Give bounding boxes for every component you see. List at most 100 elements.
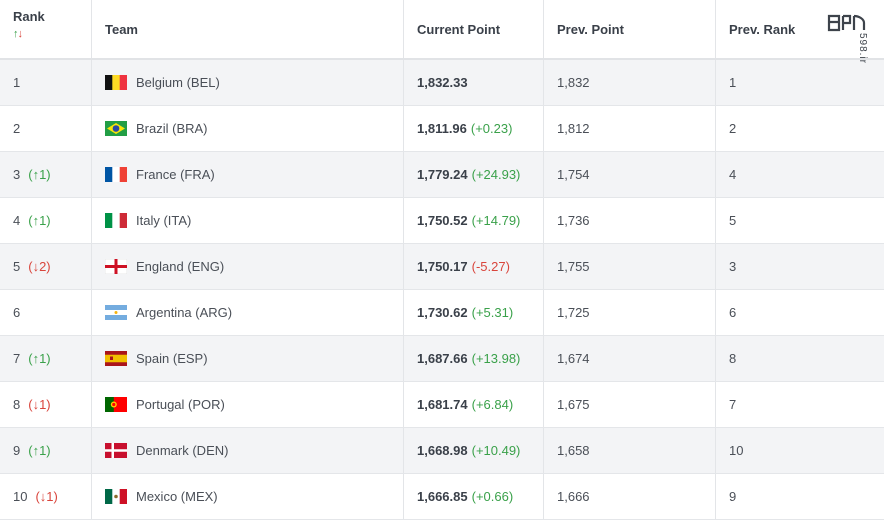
prev-rank-cell: 6 bbox=[729, 305, 737, 320]
header-prev-rank[interactable]: Prev. Rank 598.ir bbox=[716, 0, 884, 64]
current-point: 1,687.66 bbox=[417, 351, 468, 366]
team-cell[interactable]: Argentina (ARG) bbox=[92, 290, 404, 335]
watermark-text: 598.ir bbox=[857, 33, 868, 65]
current-point-cell: 1,730.62 (+5.31) bbox=[404, 290, 544, 335]
bel-flag-icon bbox=[105, 75, 127, 90]
header-prev-point[interactable]: Prev. Point bbox=[544, 0, 716, 58]
current-point: 1,811.96 bbox=[417, 121, 467, 136]
rank-value: 5 bbox=[13, 259, 21, 274]
table-row[interactable]: 1 Belgium (BEL) 1,832.33 1,832 1 bbox=[0, 60, 884, 106]
sort-arrows-icon[interactable]: ↑↓ bbox=[13, 28, 23, 40]
table-row[interactable]: 9 (↑1) Denmark (DEN) 1,668.98 (+10.49) 1,658 1… bbox=[0, 428, 884, 474]
team-name: England (ENG) bbox=[136, 259, 225, 274]
point-delta: (+5.31) bbox=[471, 305, 514, 320]
current-point: 1,779.24 bbox=[417, 167, 468, 182]
arg-flag-icon bbox=[105, 305, 127, 320]
current-point: 1,750.17 bbox=[417, 259, 468, 274]
current-point-cell: 1,750.17 (-5.27) bbox=[404, 244, 544, 289]
rank-cell: 1 bbox=[0, 60, 92, 105]
team-cell[interactable]: Italy (ITA) bbox=[92, 198, 404, 243]
rank-cell: 8 (↓1) bbox=[0, 382, 92, 427]
team-cell[interactable]: Denmark (DEN) bbox=[92, 428, 404, 473]
prev-point-cell: 1,812 bbox=[544, 106, 716, 151]
header-rank[interactable]: Rank ↑↓ bbox=[0, 0, 92, 58]
current-point: 1,668.98 bbox=[417, 443, 468, 458]
team-name: France (FRA) bbox=[136, 167, 215, 182]
team-cell[interactable]: Mexico (MEX) bbox=[92, 474, 404, 519]
team-cell[interactable]: France (FRA) bbox=[92, 152, 404, 197]
rank-cell: 6 bbox=[0, 290, 92, 335]
prev-rank-cell: 9 bbox=[729, 489, 737, 504]
team-name: Portugal (POR) bbox=[136, 397, 225, 412]
rank-change: (↑1) bbox=[28, 213, 51, 228]
point-delta: (+0.66) bbox=[471, 489, 514, 504]
prev-point-cell: 1,666 bbox=[544, 474, 716, 519]
table-row[interactable]: 10 (↓1) Mexico (MEX) 1,666.85 (+0.66) 1,666 9 bbox=[0, 474, 884, 520]
point-delta: (+14.79) bbox=[471, 213, 521, 228]
point-delta: (+6.84) bbox=[471, 397, 514, 412]
table-row[interactable]: 8 (↓1) Portugal (POR) 1,681.74 (+6.84) 1,675 7 bbox=[0, 382, 884, 428]
prev-rank-cell: 7 bbox=[729, 397, 737, 412]
header-team[interactable]: Team bbox=[92, 0, 404, 58]
header-prev-rank-label: Prev. Rank bbox=[729, 21, 796, 37]
rank-change: (↑1) bbox=[28, 167, 51, 182]
table-row[interactable]: 2 Brazil (BRA) 1,811.96 (+0.23) 1,812 2 bbox=[0, 106, 884, 152]
esp-flag-icon bbox=[105, 351, 127, 366]
rank-value: 9 bbox=[13, 443, 21, 458]
rank-cell: 9 (↑1) bbox=[0, 428, 92, 473]
rank-change: (↓2) bbox=[28, 259, 51, 274]
table-row[interactable]: 5 (↓2) England (ENG) 1,750.17 (-5.27) 1,755 3 bbox=[0, 244, 884, 290]
table-row[interactable]: 3 (↑1) France (FRA) 1,779.24 (+24.93) 1,754 4 bbox=[0, 152, 884, 198]
prev-rank-cell: 8 bbox=[729, 351, 737, 366]
table-body: 1 Belgium (BEL) 1,832.33 1,832 1 2 Brazil (BRA… bbox=[0, 60, 884, 520]
prev-point-cell: 1,736 bbox=[544, 198, 716, 243]
team-cell[interactable]: England (ENG) bbox=[92, 244, 404, 289]
current-point-cell: 1,832.33 bbox=[404, 60, 544, 105]
table-row[interactable]: 6 Argentina (ARG) 1,730.62 (+5.31) 1,725 6 bbox=[0, 290, 884, 336]
table-row[interactable]: 4 (↑1) Italy (ITA) 1,750.52 (+14.79) 1,736 5 bbox=[0, 198, 884, 244]
header-current-point[interactable]: Current Point bbox=[404, 0, 544, 58]
team-name: Argentina (ARG) bbox=[136, 305, 233, 320]
ita-flag-icon bbox=[105, 213, 127, 228]
rank-change: (↓1) bbox=[28, 397, 51, 412]
eng-flag-icon bbox=[105, 259, 127, 274]
team-name: Denmark (DEN) bbox=[136, 443, 229, 458]
team-cell[interactable]: Portugal (POR) bbox=[92, 382, 404, 427]
prev-point-cell: 1,675 bbox=[544, 382, 716, 427]
current-point-cell: 1,668.98 (+10.49) bbox=[404, 428, 544, 473]
rank-value: 7 bbox=[13, 351, 21, 366]
rank-value: 1 bbox=[13, 75, 21, 90]
rank-change: (↑1) bbox=[28, 443, 51, 458]
prev-rank-cell: 2 bbox=[729, 121, 737, 136]
site-logo-icon bbox=[827, 14, 866, 32]
rank-cell: 2 bbox=[0, 106, 92, 151]
team-name: Mexico (MEX) bbox=[136, 489, 218, 504]
current-point: 1,750.52 bbox=[417, 213, 468, 228]
current-point: 1,666.85 bbox=[417, 489, 468, 504]
team-cell[interactable]: Spain (ESP) bbox=[92, 336, 404, 381]
header-rank-label: Rank bbox=[13, 9, 45, 24]
point-delta: (+10.49) bbox=[471, 443, 521, 458]
current-point: 1,681.74 bbox=[417, 397, 468, 412]
team-cell[interactable]: Brazil (BRA) bbox=[92, 106, 404, 151]
current-point: 1,730.62 bbox=[417, 305, 468, 320]
current-point-cell: 1,811.96 (+0.23) bbox=[404, 106, 544, 151]
prev-point-cell: 1,832 bbox=[544, 60, 716, 105]
point-delta: (+24.93) bbox=[471, 167, 521, 182]
prev-rank-cell: 3 bbox=[729, 259, 737, 274]
rank-change: (↑1) bbox=[28, 351, 51, 366]
team-name: Brazil (BRA) bbox=[136, 121, 208, 136]
rank-cell: 5 (↓2) bbox=[0, 244, 92, 289]
current-point: 1,832.33 bbox=[417, 75, 468, 90]
prev-rank-cell: 5 bbox=[729, 213, 737, 228]
point-delta: (-5.27) bbox=[471, 259, 510, 274]
prev-point-cell: 1,658 bbox=[544, 428, 716, 473]
table-row[interactable]: 7 (↑1) Spain (ESP) 1,687.66 (+13.98) 1,674 8 bbox=[0, 336, 884, 382]
point-delta: (+0.23) bbox=[470, 121, 513, 136]
team-cell[interactable]: Belgium (BEL) bbox=[92, 60, 404, 105]
rank-cell: 4 (↑1) bbox=[0, 198, 92, 243]
team-name: Spain (ESP) bbox=[136, 351, 208, 366]
prev-rank-cell: 1 bbox=[729, 75, 737, 90]
current-point-cell: 1,681.74 (+6.84) bbox=[404, 382, 544, 427]
